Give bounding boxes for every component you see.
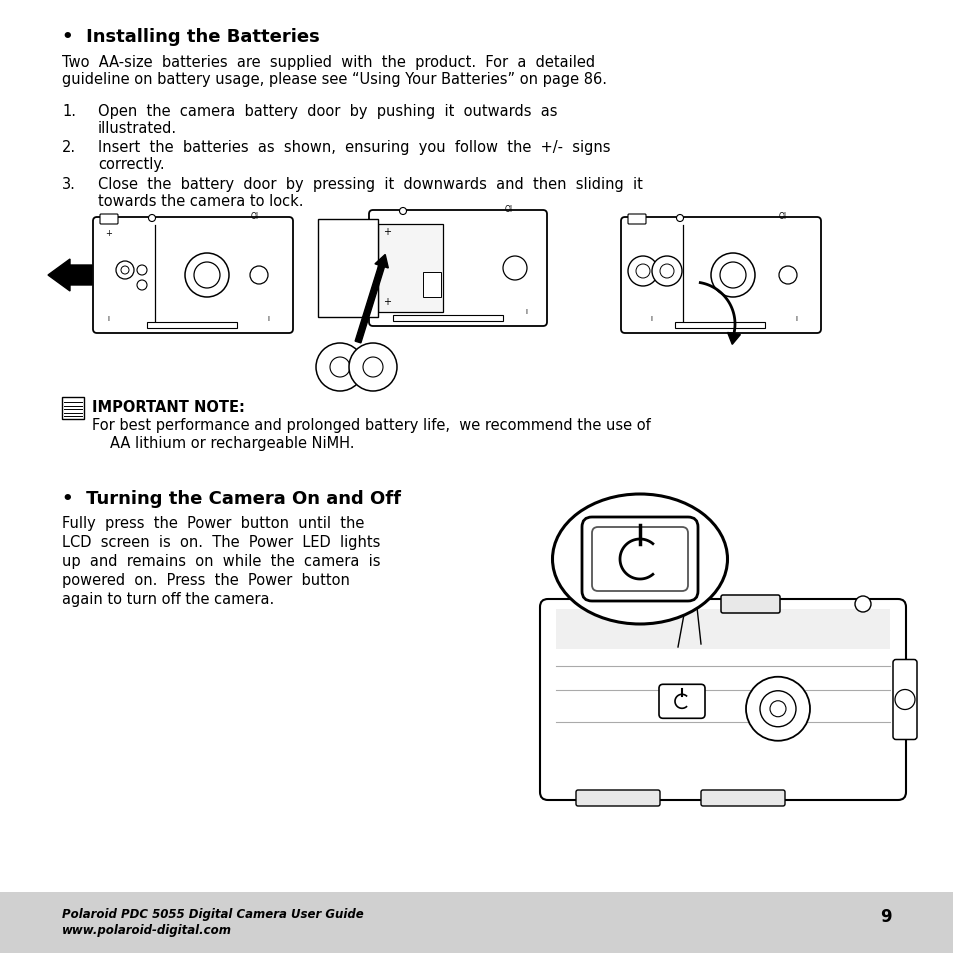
- Text: +: +: [105, 229, 112, 237]
- Circle shape: [676, 215, 682, 222]
- FancyArrow shape: [727, 331, 740, 345]
- FancyBboxPatch shape: [100, 214, 118, 225]
- Text: guideline on battery usage, please see “Using Your Batteries” on page 86.: guideline on battery usage, please see “…: [62, 71, 606, 87]
- Text: OI: OI: [251, 212, 259, 221]
- Circle shape: [330, 357, 350, 377]
- Circle shape: [894, 690, 914, 710]
- Circle shape: [659, 265, 673, 278]
- Circle shape: [250, 267, 268, 285]
- Text: Fully  press  the  Power  button  until  the: Fully press the Power button until the: [62, 516, 364, 531]
- Circle shape: [137, 281, 147, 291]
- FancyBboxPatch shape: [539, 599, 905, 801]
- Circle shape: [185, 253, 229, 297]
- Text: I: I: [794, 315, 796, 322]
- Text: I: I: [649, 315, 651, 322]
- Text: www.polaroid-digital.com: www.polaroid-digital.com: [62, 923, 232, 936]
- Text: powered  on.  Press  the  Power  button: powered on. Press the Power button: [62, 573, 350, 587]
- Circle shape: [149, 215, 155, 222]
- Circle shape: [116, 262, 133, 280]
- Text: 3.: 3.: [62, 177, 76, 192]
- Text: +: +: [382, 227, 391, 236]
- Text: OI: OI: [779, 212, 786, 221]
- Circle shape: [854, 597, 870, 613]
- FancyBboxPatch shape: [590, 596, 655, 614]
- Polygon shape: [317, 220, 377, 317]
- FancyArrow shape: [355, 255, 388, 343]
- Circle shape: [710, 253, 754, 297]
- FancyBboxPatch shape: [892, 659, 916, 740]
- Text: LCD  screen  is  on.  The  Power  LED  lights: LCD screen is on. The Power LED lights: [62, 535, 380, 550]
- Text: 2.: 2.: [62, 140, 76, 154]
- Bar: [556, 609, 889, 649]
- Circle shape: [363, 357, 382, 377]
- Bar: [377, 225, 442, 313]
- Text: up  and  remains  on  while  the  camera  is: up and remains on while the camera is: [62, 554, 380, 568]
- Bar: [147, 323, 236, 329]
- Text: Two  AA-size  batteries  are  supplied  with  the  product.  For  a  detailed: Two AA-size batteries are supplied with …: [62, 55, 595, 70]
- Bar: [0, 892, 953, 953]
- Text: illustrated.: illustrated.: [98, 121, 177, 136]
- FancyBboxPatch shape: [576, 790, 659, 806]
- Bar: [62, 397, 84, 419]
- Text: I: I: [524, 309, 526, 314]
- Circle shape: [651, 256, 681, 287]
- Text: OI: OI: [504, 205, 513, 213]
- Text: AA lithium or rechargeable NiMH.: AA lithium or rechargeable NiMH.: [110, 436, 355, 451]
- Circle shape: [349, 344, 396, 392]
- Circle shape: [502, 256, 526, 281]
- FancyBboxPatch shape: [700, 790, 784, 806]
- Text: I: I: [107, 315, 109, 322]
- FancyBboxPatch shape: [592, 527, 687, 592]
- Bar: [422, 273, 440, 297]
- Text: +: +: [382, 296, 391, 307]
- Text: For best performance and prolonged battery life,  we recommend the use of: For best performance and prolonged batte…: [91, 417, 650, 433]
- Text: 9: 9: [880, 907, 891, 925]
- Circle shape: [137, 266, 147, 275]
- Circle shape: [760, 691, 795, 727]
- Text: towards the camera to lock.: towards the camera to lock.: [98, 193, 303, 209]
- Circle shape: [399, 209, 406, 215]
- Bar: [675, 323, 764, 329]
- Text: correctly.: correctly.: [98, 157, 165, 172]
- Text: again to turn off the camera.: again to turn off the camera.: [62, 592, 274, 606]
- Circle shape: [121, 267, 129, 274]
- Text: I: I: [267, 315, 269, 322]
- FancyBboxPatch shape: [581, 517, 698, 601]
- Text: 1.: 1.: [62, 104, 76, 119]
- Text: Close  the  battery  door  by  pressing  it  downwards  and  then  sliding  it: Close the battery door by pressing it do…: [98, 177, 642, 192]
- Circle shape: [627, 256, 658, 287]
- FancyBboxPatch shape: [92, 218, 293, 334]
- Text: Polaroid PDC 5055 Digital Camera User Guide: Polaroid PDC 5055 Digital Camera User Gu…: [62, 907, 363, 920]
- Text: IMPORTANT NOTE:: IMPORTANT NOTE:: [91, 399, 245, 415]
- Text: •  Turning the Camera On and Off: • Turning the Camera On and Off: [62, 490, 400, 507]
- FancyBboxPatch shape: [620, 218, 821, 334]
- FancyBboxPatch shape: [659, 684, 704, 719]
- Bar: [393, 315, 502, 322]
- Circle shape: [745, 677, 809, 741]
- FancyArrow shape: [48, 260, 91, 292]
- Circle shape: [315, 344, 364, 392]
- FancyBboxPatch shape: [369, 211, 546, 327]
- Circle shape: [720, 263, 745, 289]
- Circle shape: [769, 701, 785, 717]
- Circle shape: [779, 267, 796, 285]
- FancyBboxPatch shape: [627, 214, 645, 225]
- FancyBboxPatch shape: [720, 596, 780, 614]
- Circle shape: [636, 265, 649, 278]
- Circle shape: [193, 263, 220, 289]
- Text: Open  the  camera  battery  door  by  pushing  it  outwards  as: Open the camera battery door by pushing …: [98, 104, 557, 119]
- Text: •  Installing the Batteries: • Installing the Batteries: [62, 28, 319, 46]
- Ellipse shape: [552, 495, 727, 624]
- Text: Insert  the  batteries  as  shown,  ensuring  you  follow  the  +/-  signs: Insert the batteries as shown, ensuring …: [98, 140, 610, 154]
